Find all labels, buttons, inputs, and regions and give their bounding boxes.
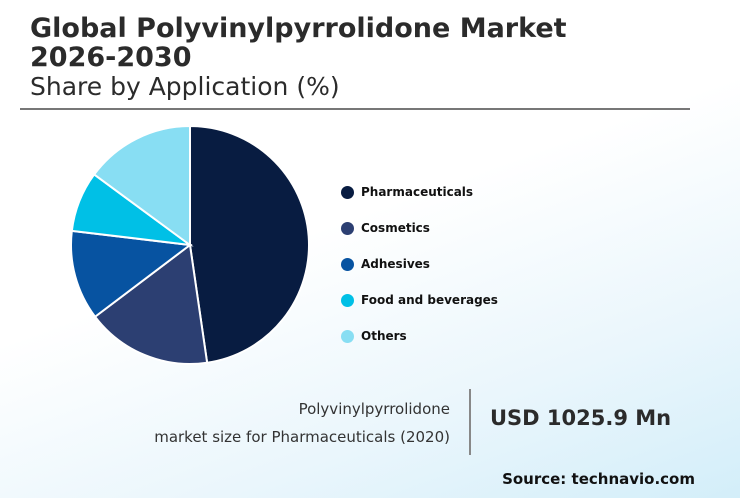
callout-label-line2: market size for Pharmaceuticals (2020) [154, 428, 450, 446]
legend-label: Pharmaceuticals [361, 185, 474, 199]
legend-swatch [341, 257, 354, 271]
pie-slice-pharmaceuticals [189, 124, 311, 364]
legend-item: Food and beverages [341, 282, 498, 318]
source-text: Source: technavio.com [502, 470, 695, 488]
legend-swatch [341, 221, 354, 235]
legend-item: Pharmaceuticals [341, 174, 498, 210]
pie-slice-cosmetics [93, 243, 209, 365]
legend-item: Adhesives [341, 246, 498, 282]
chart-title: Global Polyvinylpyrrolidone Market 2026-2… [30, 13, 567, 73]
legend-swatch [341, 185, 354, 199]
legend-item: Cosmetics [341, 210, 498, 246]
callout-value: USD 1025.9 Mn [490, 406, 672, 430]
legend-label: Cosmetics [361, 221, 430, 235]
callout-divider [469, 389, 471, 455]
legend-item: Others [341, 318, 498, 354]
chart-subtitle: Share by Application (%) [30, 72, 340, 101]
title-divider [20, 108, 690, 110]
legend-label: Others [361, 329, 407, 343]
legend-label: Adhesives [361, 257, 430, 271]
legend-swatch [341, 293, 354, 307]
pie-slice-adhesives [70, 229, 193, 319]
legend-label: Food and beverages [361, 293, 498, 307]
callout-label-line1: Polyvinylpyrrolidone [298, 400, 450, 418]
legend-swatch [341, 329, 354, 343]
legend: Pharmaceuticals Cosmetics Adhesives Food an… [341, 174, 498, 354]
pie-slice-others [92, 124, 191, 247]
